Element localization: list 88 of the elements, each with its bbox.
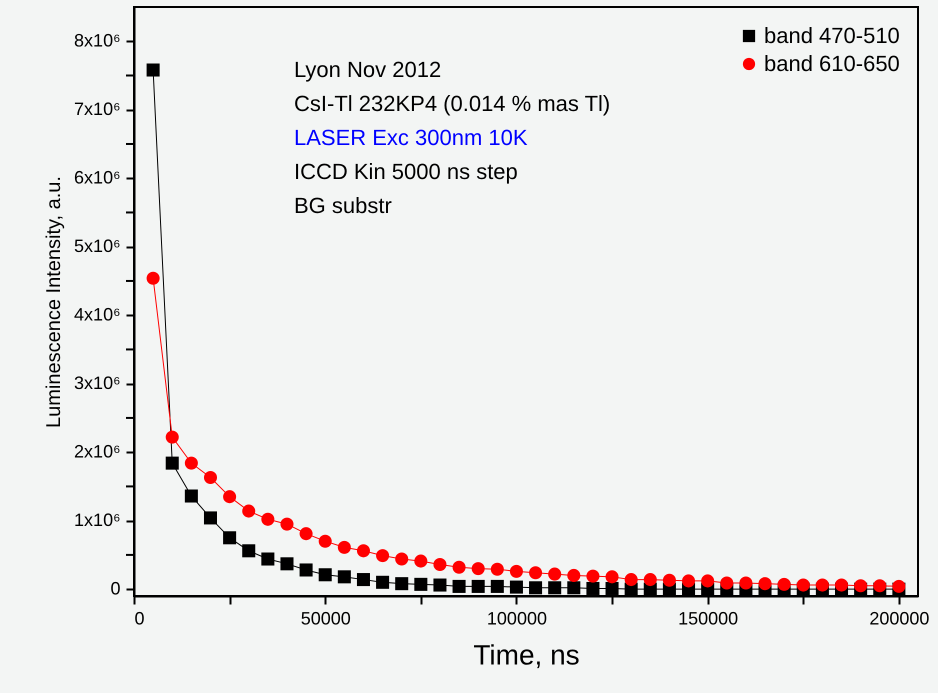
point: [548, 568, 562, 581]
y-tick-label: 0: [110, 578, 120, 599]
point: [318, 534, 332, 548]
point: [472, 580, 485, 593]
point: [146, 63, 160, 77]
point: [758, 577, 772, 590]
point: [529, 566, 542, 580]
point: [796, 578, 810, 592]
point: [472, 562, 485, 576]
point: [433, 578, 446, 592]
x-tick-label: 50000: [300, 608, 351, 628]
point: [376, 549, 390, 562]
point: [146, 272, 160, 285]
annotation: ICCD Kin 5000 ns step: [294, 159, 518, 184]
point: [261, 552, 274, 566]
annotation: Lyon Nov 2012: [294, 57, 442, 82]
annotation: LASER Exc 300nm 10K: [294, 125, 528, 150]
y-tick-label: 8x10⁶: [74, 30, 120, 51]
y-tick-label: 5x10⁶: [74, 236, 120, 256]
point: [376, 576, 390, 589]
point: [606, 582, 619, 595]
point: [223, 531, 236, 544]
y-tick-label: 3x10⁶: [74, 373, 120, 394]
point: [356, 573, 370, 586]
point: [644, 573, 657, 586]
point: [510, 580, 523, 594]
point: [529, 581, 542, 594]
point: [395, 577, 408, 590]
y-tick-label: 4x10⁶: [74, 304, 120, 325]
point: [452, 560, 466, 574]
point: [166, 456, 179, 470]
point: [624, 573, 638, 586]
legend-label: band 610-650: [764, 51, 900, 76]
y-tick-label: 7x10⁶: [74, 99, 120, 120]
y-axis-title: Luminescence Intensity, a.u.: [43, 176, 66, 428]
point: [778, 578, 791, 591]
x-tick-label: 150000: [678, 608, 738, 628]
point: [300, 527, 313, 540]
point: [606, 570, 619, 584]
point: [242, 504, 256, 518]
point: [873, 579, 886, 592]
point: [739, 576, 752, 590]
point: [280, 557, 294, 570]
x-tick-label: 200000: [869, 608, 930, 628]
x-tick-label: 0: [134, 608, 145, 628]
x-tick-label: 100000: [486, 608, 547, 628]
x-axis-title: Time, ns: [473, 640, 580, 670]
point: [490, 580, 504, 593]
point: [318, 568, 332, 582]
point: [490, 562, 504, 576]
point: [682, 574, 696, 588]
annotation: CsI-Tl 232KP4 (0.014 % mas Tl): [294, 91, 610, 116]
point: [280, 518, 294, 531]
point: [854, 579, 868, 592]
point: [414, 578, 428, 591]
point: [184, 456, 198, 470]
point: [338, 540, 351, 554]
point: [338, 570, 351, 584]
point: [261, 512, 274, 526]
point: [300, 563, 313, 576]
point: [567, 568, 580, 582]
point: [662, 574, 676, 587]
point: [223, 490, 236, 504]
point: [586, 582, 600, 595]
y-tick-label: 6x10⁶: [74, 168, 120, 188]
point: [356, 544, 370, 558]
point: [892, 580, 906, 593]
point: [395, 552, 408, 566]
legend-label: band 470-510: [764, 23, 900, 48]
point: [242, 544, 256, 558]
point: [701, 574, 714, 588]
point: [548, 581, 562, 594]
point: [567, 581, 580, 594]
point: [816, 578, 829, 592]
point: [184, 489, 198, 503]
point: [414, 554, 428, 568]
point: [586, 570, 600, 583]
y-tick-label: 1x10⁶: [74, 510, 120, 530]
point: [510, 564, 523, 578]
y-tick-label: 2x10⁶: [74, 442, 120, 462]
point: [204, 511, 218, 524]
point: [204, 471, 218, 484]
annotation: BG substr: [294, 193, 392, 218]
point: [452, 580, 466, 593]
point: [166, 430, 179, 444]
point: [720, 576, 734, 590]
point: [433, 558, 446, 571]
point: [834, 578, 848, 592]
